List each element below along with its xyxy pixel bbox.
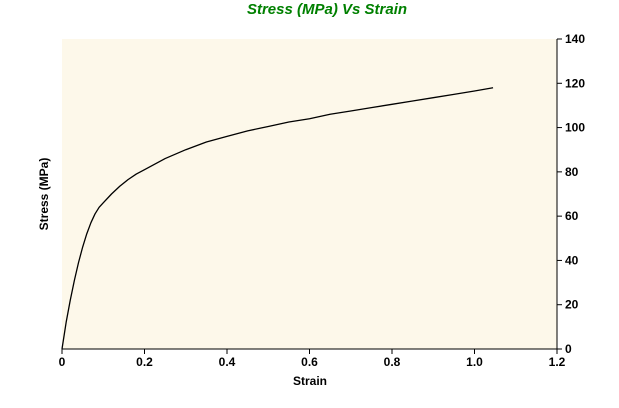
y-tick-label: 80	[565, 165, 579, 179]
x-tick-label: 0.8	[384, 355, 401, 369]
series-layer	[61, 87, 494, 350]
series-line-0	[61, 87, 494, 350]
y-tick-label: 60	[565, 209, 579, 223]
y-tick-label: 20	[565, 298, 579, 312]
y-tick-label: 100	[565, 121, 585, 135]
x-tick-label: 1.0	[466, 355, 483, 369]
y-tick-label: 40	[565, 253, 579, 267]
y-axis-label: Stress (MPa)	[37, 158, 51, 231]
x-tick-label: 0.2	[136, 355, 153, 369]
x-axis-ticks: 0 0.2 0.4 0.6 0.8 1.0 1.2	[59, 349, 566, 369]
x-tick-label: 0	[59, 355, 66, 369]
y-axis-ticks: 0 20 40 60 80 100 120 140	[557, 32, 585, 356]
x-axis-label: Strain	[293, 374, 327, 388]
y-tick-label: 140	[565, 32, 585, 46]
y-tick-label: 120	[565, 76, 585, 90]
chart-title: Stress (MPa) Vs Strain	[247, 1, 407, 18]
plot-area	[62, 39, 557, 349]
x-tick-label: 1.2	[549, 355, 566, 369]
y-tick-label: 0	[565, 342, 572, 356]
x-tick-label: 0.6	[301, 355, 318, 369]
x-tick-label: 0.4	[219, 355, 236, 369]
